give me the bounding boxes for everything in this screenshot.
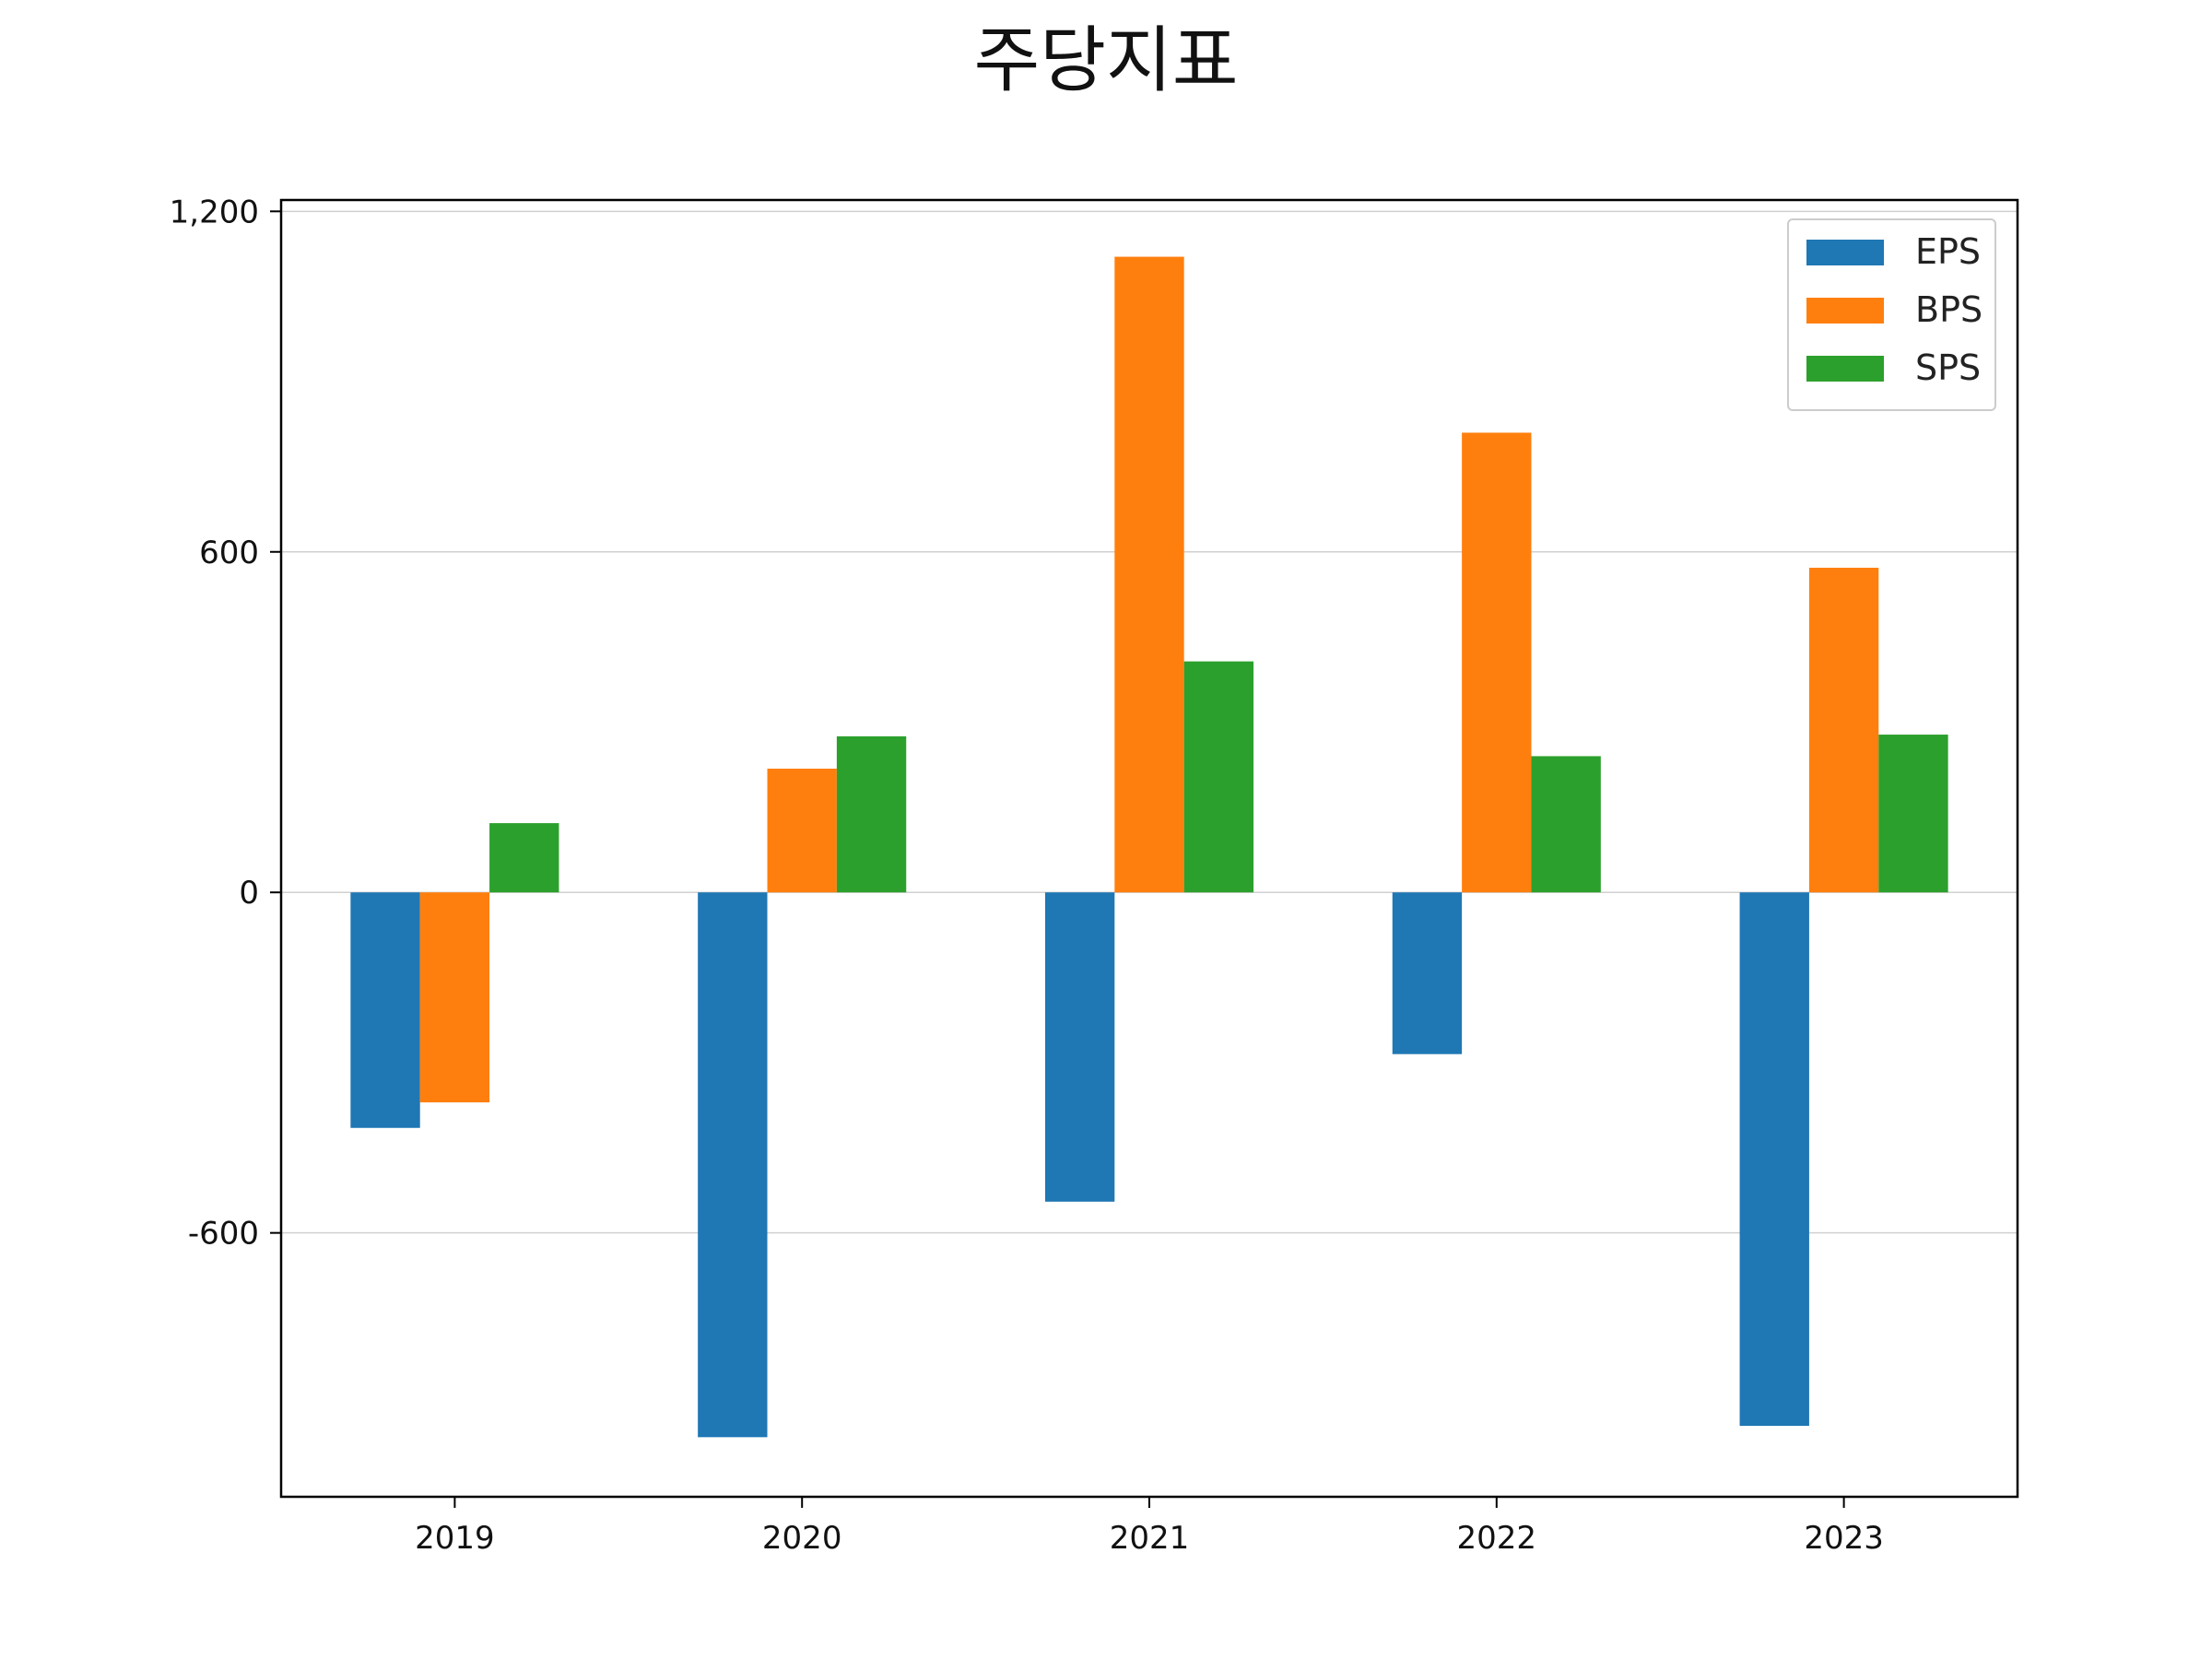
bar-bps-2019 — [419, 892, 490, 1103]
bar-eps-2019 — [350, 892, 420, 1128]
chart-title: 주당지표 — [973, 19, 1238, 102]
bar-sps-2023 — [1878, 735, 1948, 893]
bar-bps-2021 — [1114, 256, 1184, 893]
bar-eps-2020 — [698, 892, 768, 1438]
legend-label-eps: EPS — [1915, 231, 1981, 272]
y-tick-label: 0 — [239, 875, 259, 912]
bar-eps-2023 — [1739, 892, 1809, 1427]
y-tick-label: 600 — [199, 535, 259, 571]
x-tick-label: 2020 — [762, 1520, 842, 1557]
legend-swatch-bps — [1806, 298, 1884, 324]
bar-eps-2022 — [1392, 892, 1463, 1054]
x-tick-label: 2023 — [1804, 1520, 1884, 1557]
bar-sps-2022 — [1531, 756, 1601, 893]
legend-swatch-sps — [1806, 356, 1884, 382]
axes: -600 0 600 1,200 2019 2020 2021 2022 2023 — [170, 194, 1884, 1557]
bar-bps-2020 — [767, 768, 837, 893]
bar-sps-2021 — [1183, 661, 1254, 893]
x-tick-label: 2022 — [1457, 1520, 1537, 1557]
bars — [350, 256, 1948, 1438]
bar-eps-2021 — [1044, 892, 1115, 1202]
bar-bps-2023 — [1808, 568, 1879, 893]
bar-sps-2020 — [836, 735, 907, 893]
y-tick-label: -600 — [188, 1216, 259, 1253]
y-tick-label: 1,200 — [170, 194, 259, 230]
legend-label-bps: BPS — [1915, 289, 1983, 330]
legend-label-sps: SPS — [1915, 347, 1981, 388]
legend-swatch-eps — [1806, 240, 1884, 265]
x-tick-label: 2019 — [415, 1520, 495, 1557]
bar-sps-2019 — [489, 823, 559, 893]
legend: EPS BPS SPS — [1787, 218, 1996, 411]
x-tick-label: 2021 — [1110, 1520, 1190, 1557]
bar-bps-2022 — [1462, 432, 1532, 893]
